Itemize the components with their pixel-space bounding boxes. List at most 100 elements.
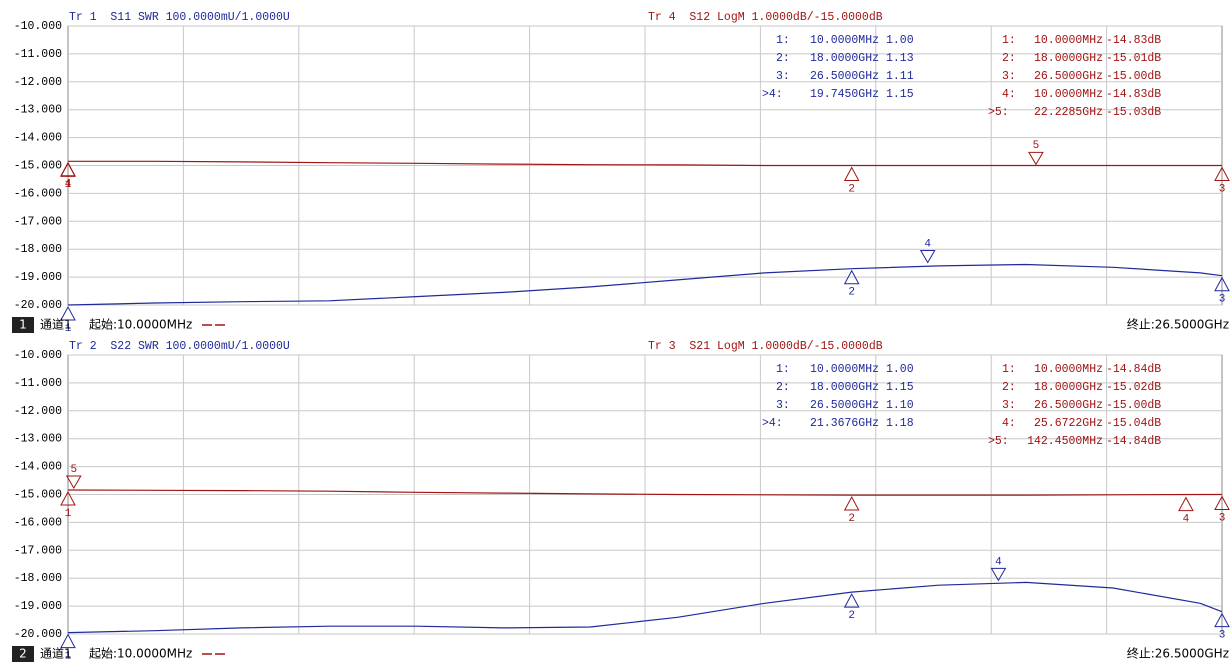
readout-frequency: 18.0000GHz — [1034, 52, 1103, 65]
readout-label: 4: — [1002, 417, 1016, 430]
readout-label: 1: — [1002, 363, 1016, 376]
trace-header: Tr 1 S11 SWR 100.0000mU/1.0000U — [69, 11, 290, 24]
marker-label: 4 — [65, 179, 72, 191]
readout-label: 3: — [1002, 70, 1016, 83]
marker-label: 1 — [65, 651, 72, 663]
y-tick-label: -18.000 — [14, 243, 62, 256]
channel-badge — [12, 646, 34, 662]
readout-value: -15.00dB — [1106, 70, 1161, 83]
marker — [65, 475, 82, 490]
readout-label: >4: — [762, 88, 783, 101]
y-tick-label: -18.000 — [14, 572, 62, 585]
readout-frequency: 10.0000MHz — [810, 34, 879, 47]
readout-value: 1.13 — [886, 52, 914, 65]
marker-label: 2 — [848, 183, 855, 195]
marker — [60, 161, 76, 177]
marker — [1214, 612, 1230, 628]
stop-frequency: 终止:26.5000GHz — [1127, 317, 1229, 332]
readout-frequency: 26.5000GHz — [1034, 70, 1103, 83]
channel-number: 1 — [19, 318, 27, 332]
trace-header: Tr 3 S21 LogM 1.0000dB/-15.0000dB — [648, 340, 883, 353]
y-tick-label: -11.000 — [14, 377, 62, 390]
start-frequency: 起始:10.0000MHz — [89, 647, 192, 661]
marker-label: 3 — [1219, 512, 1226, 524]
readout-frequency: 10.0000MHz — [1034, 363, 1103, 376]
y-tick-label: -12.000 — [14, 405, 62, 418]
readout-value: -15.04dB — [1106, 417, 1161, 430]
marker-label: 2 — [848, 287, 855, 299]
readout-label: 2: — [1002, 52, 1016, 65]
marker-label: 4 — [924, 238, 931, 250]
y-tick-label: -20.000 — [14, 628, 62, 641]
readout-frequency: 18.0000GHz — [1034, 381, 1103, 394]
readout-frequency: 26.5000GHz — [810, 399, 879, 412]
trace — [67, 263, 1223, 306]
channel-badge — [12, 317, 34, 333]
marker-label: 2 — [848, 513, 855, 525]
marker-label: 1 — [65, 323, 72, 335]
readout-label: 1: — [776, 34, 790, 47]
y-tick-label: -17.000 — [14, 215, 62, 228]
trace-header: Tr 2 S22 SWR 100.0000mU/1.0000U — [69, 340, 290, 353]
marker-label: 3 — [1219, 183, 1226, 195]
stop-frequency: 终止:26.5000GHz — [1127, 646, 1229, 661]
readout-frequency: 10.0000MHz — [1034, 88, 1103, 101]
readout-label: 3: — [776, 70, 790, 83]
marker — [60, 305, 76, 321]
y-tick-label: -15.000 — [14, 160, 62, 173]
y-tick-label: -19.000 — [14, 600, 62, 613]
marker — [843, 496, 860, 511]
readout-frequency: 142.4500MHz — [1027, 435, 1103, 448]
marker-label: 3 — [1219, 294, 1226, 306]
marker — [1178, 496, 1194, 512]
marker — [990, 567, 1007, 582]
readout-label: >5: — [988, 106, 1009, 119]
marker — [919, 250, 936, 264]
readout-frequency: 26.5000GHz — [810, 70, 879, 83]
channel-number: 2 — [19, 647, 27, 661]
marker-label: 5 — [1033, 140, 1040, 152]
readout-label: 4: — [1002, 88, 1016, 101]
marker-label: 2 — [848, 610, 855, 622]
y-tick-label: -19.000 — [14, 271, 62, 284]
y-tick-label: -14.000 — [14, 132, 62, 145]
marker — [1214, 495, 1230, 510]
trace-header: Tr 4 S12 LogM 1.0000dB/-15.0000dB — [648, 11, 883, 24]
channel-name: 通道1 — [40, 647, 72, 661]
readout-label: 2: — [1002, 381, 1016, 394]
readout-label: >4: — [762, 417, 783, 430]
trace — [68, 160, 1222, 167]
marker — [1028, 151, 1044, 166]
start-frequency: 起始:10.0000MHz — [89, 318, 192, 332]
readout-value: 1.10 — [886, 399, 914, 412]
readout-value: 1.00 — [886, 363, 914, 376]
marker-label: 4 — [995, 556, 1002, 568]
readout-label: 1: — [1002, 34, 1016, 47]
channel-name: 通道1 — [40, 318, 72, 332]
marker — [60, 490, 76, 506]
readout-value: -15.03dB — [1106, 106, 1161, 119]
readout-value: -14.84dB — [1106, 363, 1161, 376]
readout-frequency: 18.0000GHz — [810, 52, 879, 65]
marker — [843, 166, 860, 181]
readout-value: 1.18 — [886, 417, 914, 430]
readout-frequency: 22.2285GHz — [1034, 106, 1103, 119]
readout-label: 3: — [1002, 399, 1016, 412]
readout-value: -14.84dB — [1106, 435, 1161, 448]
readout-value: -14.83dB — [1106, 34, 1161, 47]
readout-label: 1: — [776, 363, 790, 376]
y-tick-label: -16.000 — [14, 516, 62, 529]
readout-value: 1.00 — [886, 34, 914, 47]
y-tick-label: -17.000 — [14, 544, 62, 557]
marker — [1214, 166, 1230, 181]
y-tick-label: -13.000 — [14, 433, 62, 446]
trace — [67, 489, 1222, 496]
readout-label: 2: — [776, 52, 790, 65]
marker-label: 1 — [65, 179, 72, 191]
readout-label: 3: — [776, 399, 790, 412]
readout-value: 1.11 — [886, 70, 914, 83]
readout-frequency: 26.5000GHz — [1034, 399, 1103, 412]
readout-value: 1.15 — [886, 381, 914, 394]
marker-label: 4 — [1183, 514, 1190, 526]
